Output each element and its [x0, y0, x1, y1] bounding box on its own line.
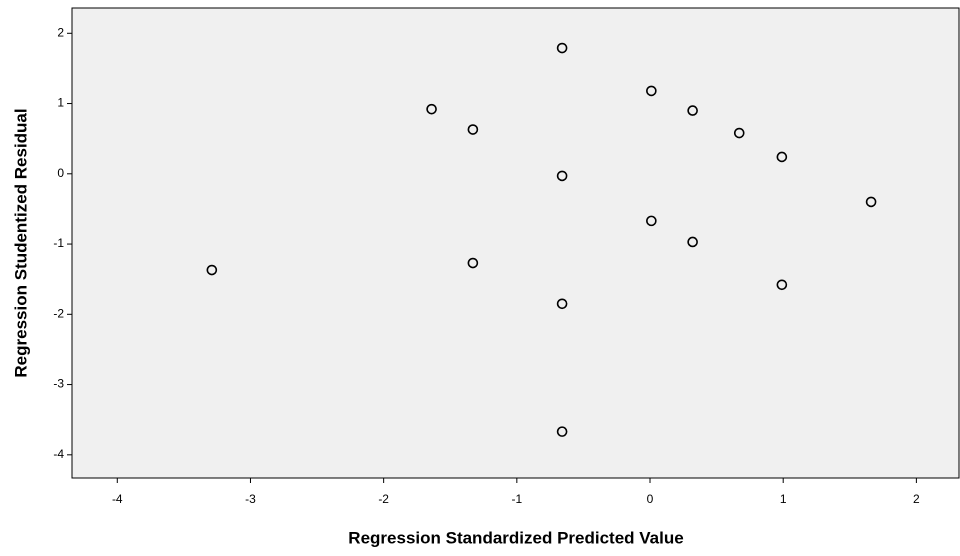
point — [733, 127, 745, 139]
y-tick-label: -3 — [53, 377, 64, 391]
y-tick-label: -2 — [53, 306, 64, 320]
point — [556, 42, 568, 54]
plot-area — [71, 7, 960, 479]
point — [426, 103, 437, 115]
point — [556, 170, 568, 182]
point — [646, 85, 657, 97]
x-tick-label: -3 — [245, 492, 256, 506]
x-axis-title: Regression Standardized Predicted Value — [348, 528, 683, 547]
point — [206, 264, 218, 276]
x-tick-label: -4 — [112, 492, 123, 506]
x-tick-label: -2 — [378, 492, 389, 506]
point — [467, 124, 479, 135]
point — [467, 257, 479, 269]
point — [556, 426, 568, 437]
point — [776, 151, 788, 163]
point — [687, 236, 698, 248]
y-tick-label: 0 — [57, 166, 64, 180]
point — [687, 105, 698, 116]
y-axis-title: Regression Studentized Residual — [11, 108, 30, 377]
y-tick-label: 2 — [57, 25, 64, 39]
y-tick-label: 1 — [57, 96, 64, 110]
point — [865, 196, 877, 208]
x-tick-label: 0 — [647, 492, 654, 506]
y-tick-label: -4 — [53, 447, 64, 461]
x-tick-label: 1 — [780, 492, 787, 506]
point — [556, 298, 568, 310]
x-tick-label: 2 — [913, 492, 920, 506]
x-tick-label: -1 — [511, 492, 522, 506]
y-tick-label: -1 — [53, 236, 64, 250]
point — [776, 279, 788, 291]
point — [646, 215, 657, 227]
